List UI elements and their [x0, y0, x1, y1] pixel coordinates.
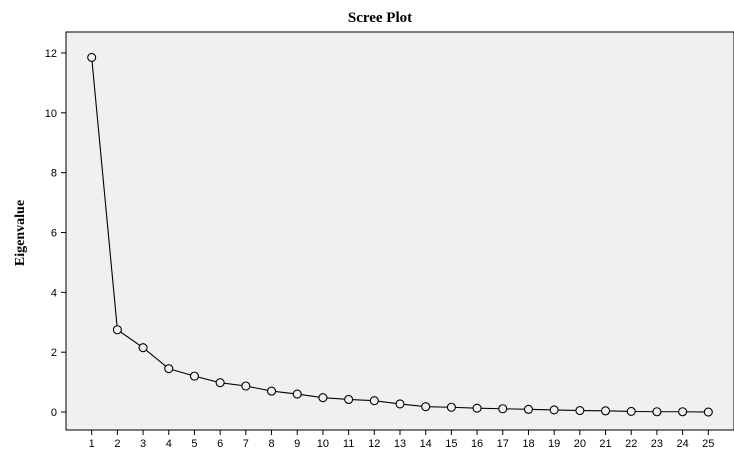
x-tick-label: 12 — [368, 438, 380, 450]
y-axis: 0 2 4 6 8 10 12 — [45, 48, 66, 419]
x-tick-label: 9 — [294, 438, 300, 450]
data-point — [318, 393, 328, 403]
x-tick-label: 5 — [191, 438, 197, 450]
x-tick-label: 3 — [140, 438, 146, 450]
data-point — [652, 407, 662, 417]
y-axis-label: Eigenvalue — [13, 200, 28, 266]
data-point — [266, 386, 277, 396]
chart-title: Scree Plot — [348, 10, 412, 26]
x-tick-label: 6 — [217, 438, 223, 450]
data-point — [215, 378, 225, 388]
x-tick-label: 20 — [574, 438, 586, 450]
data-point — [87, 52, 97, 62]
data-point — [112, 325, 122, 335]
data-point — [678, 407, 688, 417]
x-tick-label: 1 — [89, 438, 95, 450]
data-point — [523, 404, 534, 414]
data-point — [498, 404, 508, 414]
data-point — [575, 405, 585, 416]
y-tick-label: 6 — [51, 227, 57, 239]
x-tick-label: 17 — [497, 438, 509, 450]
data-point — [446, 402, 456, 412]
x-axis: 1 2 3 4 5 6 7 8 9 10 11 12 13 14 15 16 17 18 19 20 21 22 23 24 2… — [89, 430, 714, 450]
x-tick-label: 15 — [445, 438, 457, 450]
x-tick-label: 23 — [651, 438, 663, 450]
data-point — [421, 402, 431, 412]
y-tick-label: 8 — [51, 168, 57, 180]
data-point — [549, 405, 559, 415]
data-point — [600, 406, 611, 416]
data-point — [138, 343, 148, 353]
x-tick-label: 14 — [420, 438, 432, 450]
y-tick-label: 10 — [45, 108, 57, 120]
x-tick-label: 25 — [702, 438, 714, 450]
data-point — [241, 381, 251, 391]
data-series — [87, 52, 713, 417]
x-tick-label: 19 — [548, 438, 560, 450]
x-tick-label: 7 — [243, 438, 249, 450]
y-tick-label: 12 — [45, 48, 57, 60]
x-tick-label: 2 — [114, 438, 120, 450]
x-tick-label: 16 — [471, 438, 483, 450]
x-tick-label: 11 — [343, 438, 354, 450]
data-point — [626, 406, 636, 416]
data-point — [292, 389, 302, 399]
data-point — [703, 407, 713, 417]
y-tick-label: 0 — [51, 407, 57, 419]
x-tick-label: 8 — [268, 438, 274, 450]
x-tick-label: 18 — [522, 438, 534, 450]
x-tick-label: 10 — [317, 438, 329, 450]
x-tick-label: 4 — [166, 438, 172, 450]
x-tick-label: 21 — [599, 438, 611, 450]
data-point — [189, 371, 200, 381]
x-tick-label: 13 — [394, 438, 406, 450]
data-point — [164, 364, 174, 374]
data-point — [395, 399, 405, 409]
data-point — [344, 394, 354, 405]
x-tick-label: 24 — [676, 438, 688, 450]
plot-area — [65, 31, 734, 431]
data-point — [472, 403, 482, 413]
y-tick-label: 2 — [51, 347, 57, 359]
y-tick-label: 4 — [51, 287, 57, 299]
data-point — [369, 396, 379, 406]
x-tick-label: 22 — [625, 438, 637, 450]
